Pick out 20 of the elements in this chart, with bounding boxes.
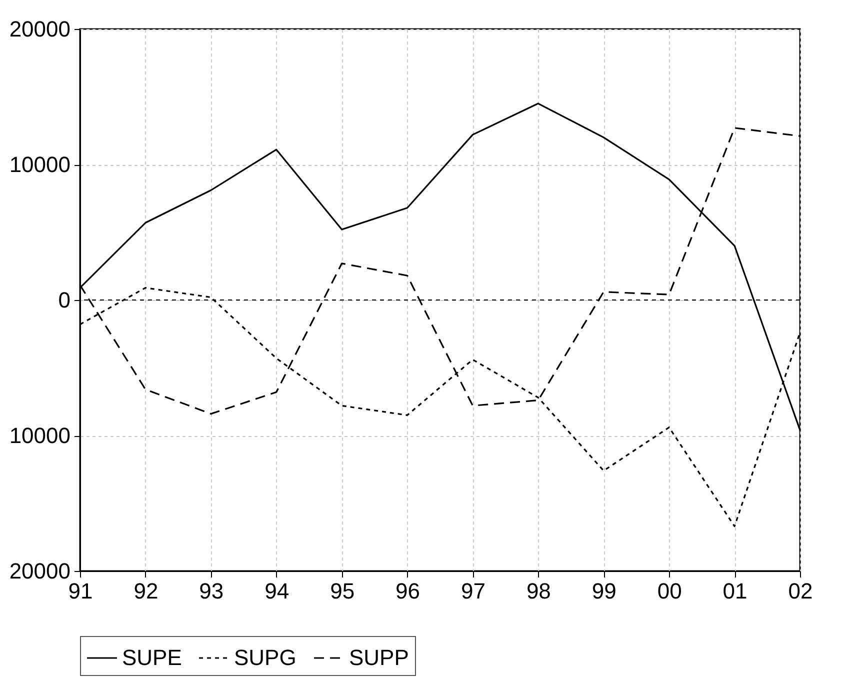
- y-tick-label: 10000: [9, 423, 70, 448]
- x-tick-label: 00: [657, 578, 682, 604]
- x-tick-label: 01: [722, 578, 748, 604]
- x-tick-label: 91: [68, 578, 93, 604]
- legend-label: SUPG: [234, 645, 296, 670]
- x-tick-label: 97: [460, 578, 486, 604]
- x-tick-label: 99: [592, 578, 616, 604]
- x-tick-label: 96: [396, 578, 420, 604]
- x-tick-label: 95: [330, 578, 355, 604]
- y-tick-label: 20000: [9, 558, 70, 584]
- y-tick-label: 0: [58, 288, 70, 312]
- y-tick-label: 20000: [9, 16, 70, 42]
- x-tick-label: 92: [134, 578, 158, 604]
- y-tick-label: 10000: [9, 152, 70, 177]
- x-tick-label: 94: [264, 578, 290, 604]
- x-tick-label: 02: [788, 578, 813, 604]
- x-tick-label: 98: [526, 578, 551, 604]
- legend-label: SUPE: [122, 645, 182, 670]
- legend-label: SUPP: [349, 645, 409, 670]
- x-tick-label: 93: [199, 578, 224, 604]
